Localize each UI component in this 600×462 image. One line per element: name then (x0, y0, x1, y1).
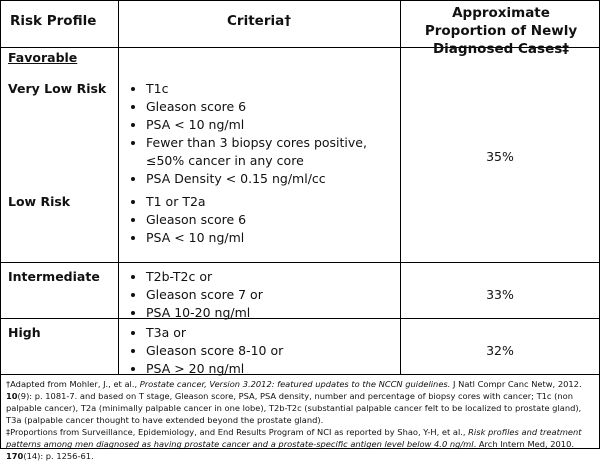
rule (0, 47, 600, 48)
text: †Adapted from Mohler, J., et al., (6, 379, 140, 389)
header-cell: Criteria† (227, 13, 291, 29)
criterion: T1 or T2a (146, 193, 398, 211)
criterion: PSA > 20 ng/ml (146, 360, 398, 378)
criteria-list: T1c Gleason score 6 PSA < 10 ng/ml Fewer… (124, 80, 398, 188)
rule (0, 262, 600, 263)
volume: 10 (6, 391, 18, 401)
text: (14): p. 1256-61. (23, 451, 94, 461)
criterion: PSA 10-20 ng/ml (146, 304, 398, 322)
title: Prostate cancer, Version 3.2012: feature… (139, 379, 451, 389)
header-cell: Approximate Proportion of Newly Diagnose… (424, 5, 578, 57)
section-label: Favorable (8, 50, 78, 65)
page: Risk Profile Criteria† Approximate Propo… (0, 0, 600, 449)
criterion: Gleason score 6 (146, 98, 398, 116)
criteria-list: T1 or T2a Gleason score 6 PSA < 10 ng/ml (124, 193, 398, 247)
volume: 170 (6, 451, 24, 461)
proportion: 32% (486, 343, 514, 358)
criteria-list: T2b-T2c or Gleason score 7 or PSA 10-20 … (124, 268, 398, 322)
rule (0, 374, 600, 375)
text: ‡Proportions from Surveillance, Epidemio… (6, 427, 469, 437)
proportion: 35% (486, 149, 514, 164)
criterion: T2b-T2c or (146, 268, 398, 286)
criterion: PSA < 10 ng/ml (146, 229, 398, 247)
rule (118, 0, 119, 374)
risk-label: Very Low Risk (8, 81, 107, 96)
criterion: Gleason score 6 (146, 211, 398, 229)
criterion: T3a or (146, 324, 398, 342)
footnote: †Adapted from Mohler, J., et al., Prosta… (6, 378, 594, 426)
text: J Natl Compr Canc Netw, 2012. (450, 379, 582, 389)
criterion: Fewer than 3 biopsy cores positive, ≤50%… (146, 134, 398, 170)
text: (9): p. 1081-7. and based on T stage, Gl… (6, 391, 582, 425)
rule (0, 318, 600, 319)
footnotes: †Adapted from Mohler, J., et al., Prosta… (6, 378, 594, 462)
title: Risk profiles and treatment patterns amo… (6, 427, 582, 449)
text: . Arch Intern Med, 2010. (473, 439, 574, 449)
header-cell: Risk Profile (10, 13, 97, 29)
criterion: PSA < 10 ng/ml (146, 116, 398, 134)
criterion: Gleason score 7 or (146, 286, 398, 304)
criterion: PSA Density < 0.15 ng/ml/cc (146, 170, 398, 188)
footnote: ‡Proportions from Surveillance, Epidemio… (6, 426, 594, 462)
risk-label: Intermediate (8, 269, 100, 284)
rule (400, 0, 401, 374)
criterion: T1c (146, 80, 398, 98)
criteria-list: T3a or Gleason score 8-10 or PSA > 20 ng… (124, 324, 398, 378)
proportion: 33% (486, 287, 514, 302)
risk-label: Low Risk (8, 194, 71, 209)
criterion: Gleason score 8-10 or (146, 342, 398, 360)
risk-label: High (8, 325, 41, 340)
